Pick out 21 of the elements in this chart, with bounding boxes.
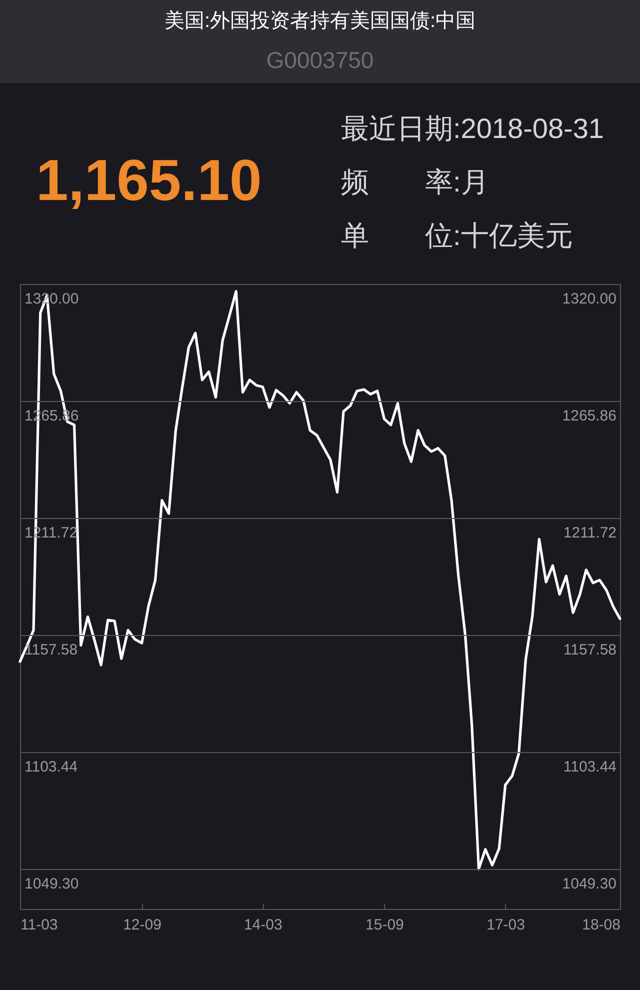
y2-tick-label: 1211.72 [563,524,616,542]
y2-tick-label: 1265.86 [562,408,616,425]
x-tick-label: 15-09 [366,916,404,934]
chart-subtitle: G0003750 [266,47,374,73]
y-tick-label: 1049.30 [24,876,79,893]
x-tick-label: 12-09 [123,916,162,934]
x-tick-label: 17-03 [486,916,525,934]
x-tick-label: 18-08 [582,916,620,934]
y2-tick-label: 1320.00 [562,290,616,308]
text: 单 位:十亿美元 [341,220,573,251]
y2-tick-label: 1049.30 [562,876,616,893]
x-tick-label: 14-03 [244,916,282,934]
text: 最近日期:2018-08-31 [341,113,604,144]
y-tick-label: 1157.58 [24,642,78,659]
x-tick-label: 11-03 [20,916,58,934]
text: 频 率:月 [341,166,489,198]
y2-tick-label: 1103.44 [563,758,616,776]
text: 1,165.10 [36,148,262,213]
y2-tick-label: 1157.58 [563,642,616,659]
y-tick-label: 1103.44 [24,758,78,776]
chart-title: 美国:外国投资者持有美国国债:中国 [164,9,476,32]
